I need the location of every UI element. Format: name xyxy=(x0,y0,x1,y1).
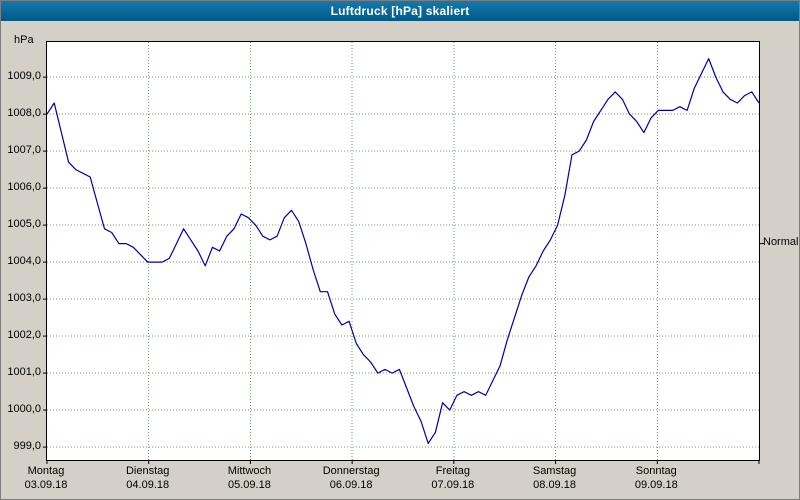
x-day-date-label: 03.09.18 xyxy=(24,479,68,491)
x-day-name-label: Montag xyxy=(27,465,65,477)
x-day-name-label: Freitag xyxy=(435,465,470,477)
y-tick-label: 1000,0 xyxy=(7,403,41,416)
x-day-name-label: Samstag xyxy=(532,465,577,477)
y-tick-label: 1005,0 xyxy=(7,218,41,231)
window-title: Luftdruck [hPa] skaliert xyxy=(330,4,470,18)
window-titlebar[interactable]: Luftdruck [hPa] skaliert xyxy=(1,1,799,21)
x-day-date-label: 07.09.18 xyxy=(431,479,475,491)
y-axis-unit-label: hPa xyxy=(14,34,34,46)
x-day-date-label: 06.09.18 xyxy=(329,479,373,491)
y-tick-label: 1002,0 xyxy=(7,329,41,342)
normal-level-label: Normal xyxy=(763,235,799,248)
y-tick-label: 999,0 xyxy=(13,440,41,453)
y-tick-label: 1008,0 xyxy=(7,107,41,120)
y-tick-label: 1004,0 xyxy=(7,255,41,268)
pressure-line xyxy=(46,58,760,444)
y-tick-label: 1009,0 xyxy=(7,70,41,83)
x-day-date-label: 09.09.18 xyxy=(634,479,678,491)
y-tick-label: 1006,0 xyxy=(7,181,41,194)
pressure-chart-svg xyxy=(43,42,764,464)
y-tick-label: 1001,0 xyxy=(7,366,41,379)
x-day-name-label: Mittwoch xyxy=(227,465,272,477)
x-day-name-label: Sonntag xyxy=(635,465,677,477)
plot-area[interactable] xyxy=(43,41,764,464)
x-day-name-label: Dienstag xyxy=(125,465,170,477)
x-day-name-label: Donnerstag xyxy=(322,465,380,477)
y-tick-label: 1003,0 xyxy=(7,292,41,305)
x-day-date-label: 05.09.18 xyxy=(228,479,271,491)
x-day-date-label: 08.09.18 xyxy=(533,479,576,491)
x-day-date-label: 04.09.18 xyxy=(126,479,170,491)
y-tick-label: 1007,0 xyxy=(7,144,41,157)
